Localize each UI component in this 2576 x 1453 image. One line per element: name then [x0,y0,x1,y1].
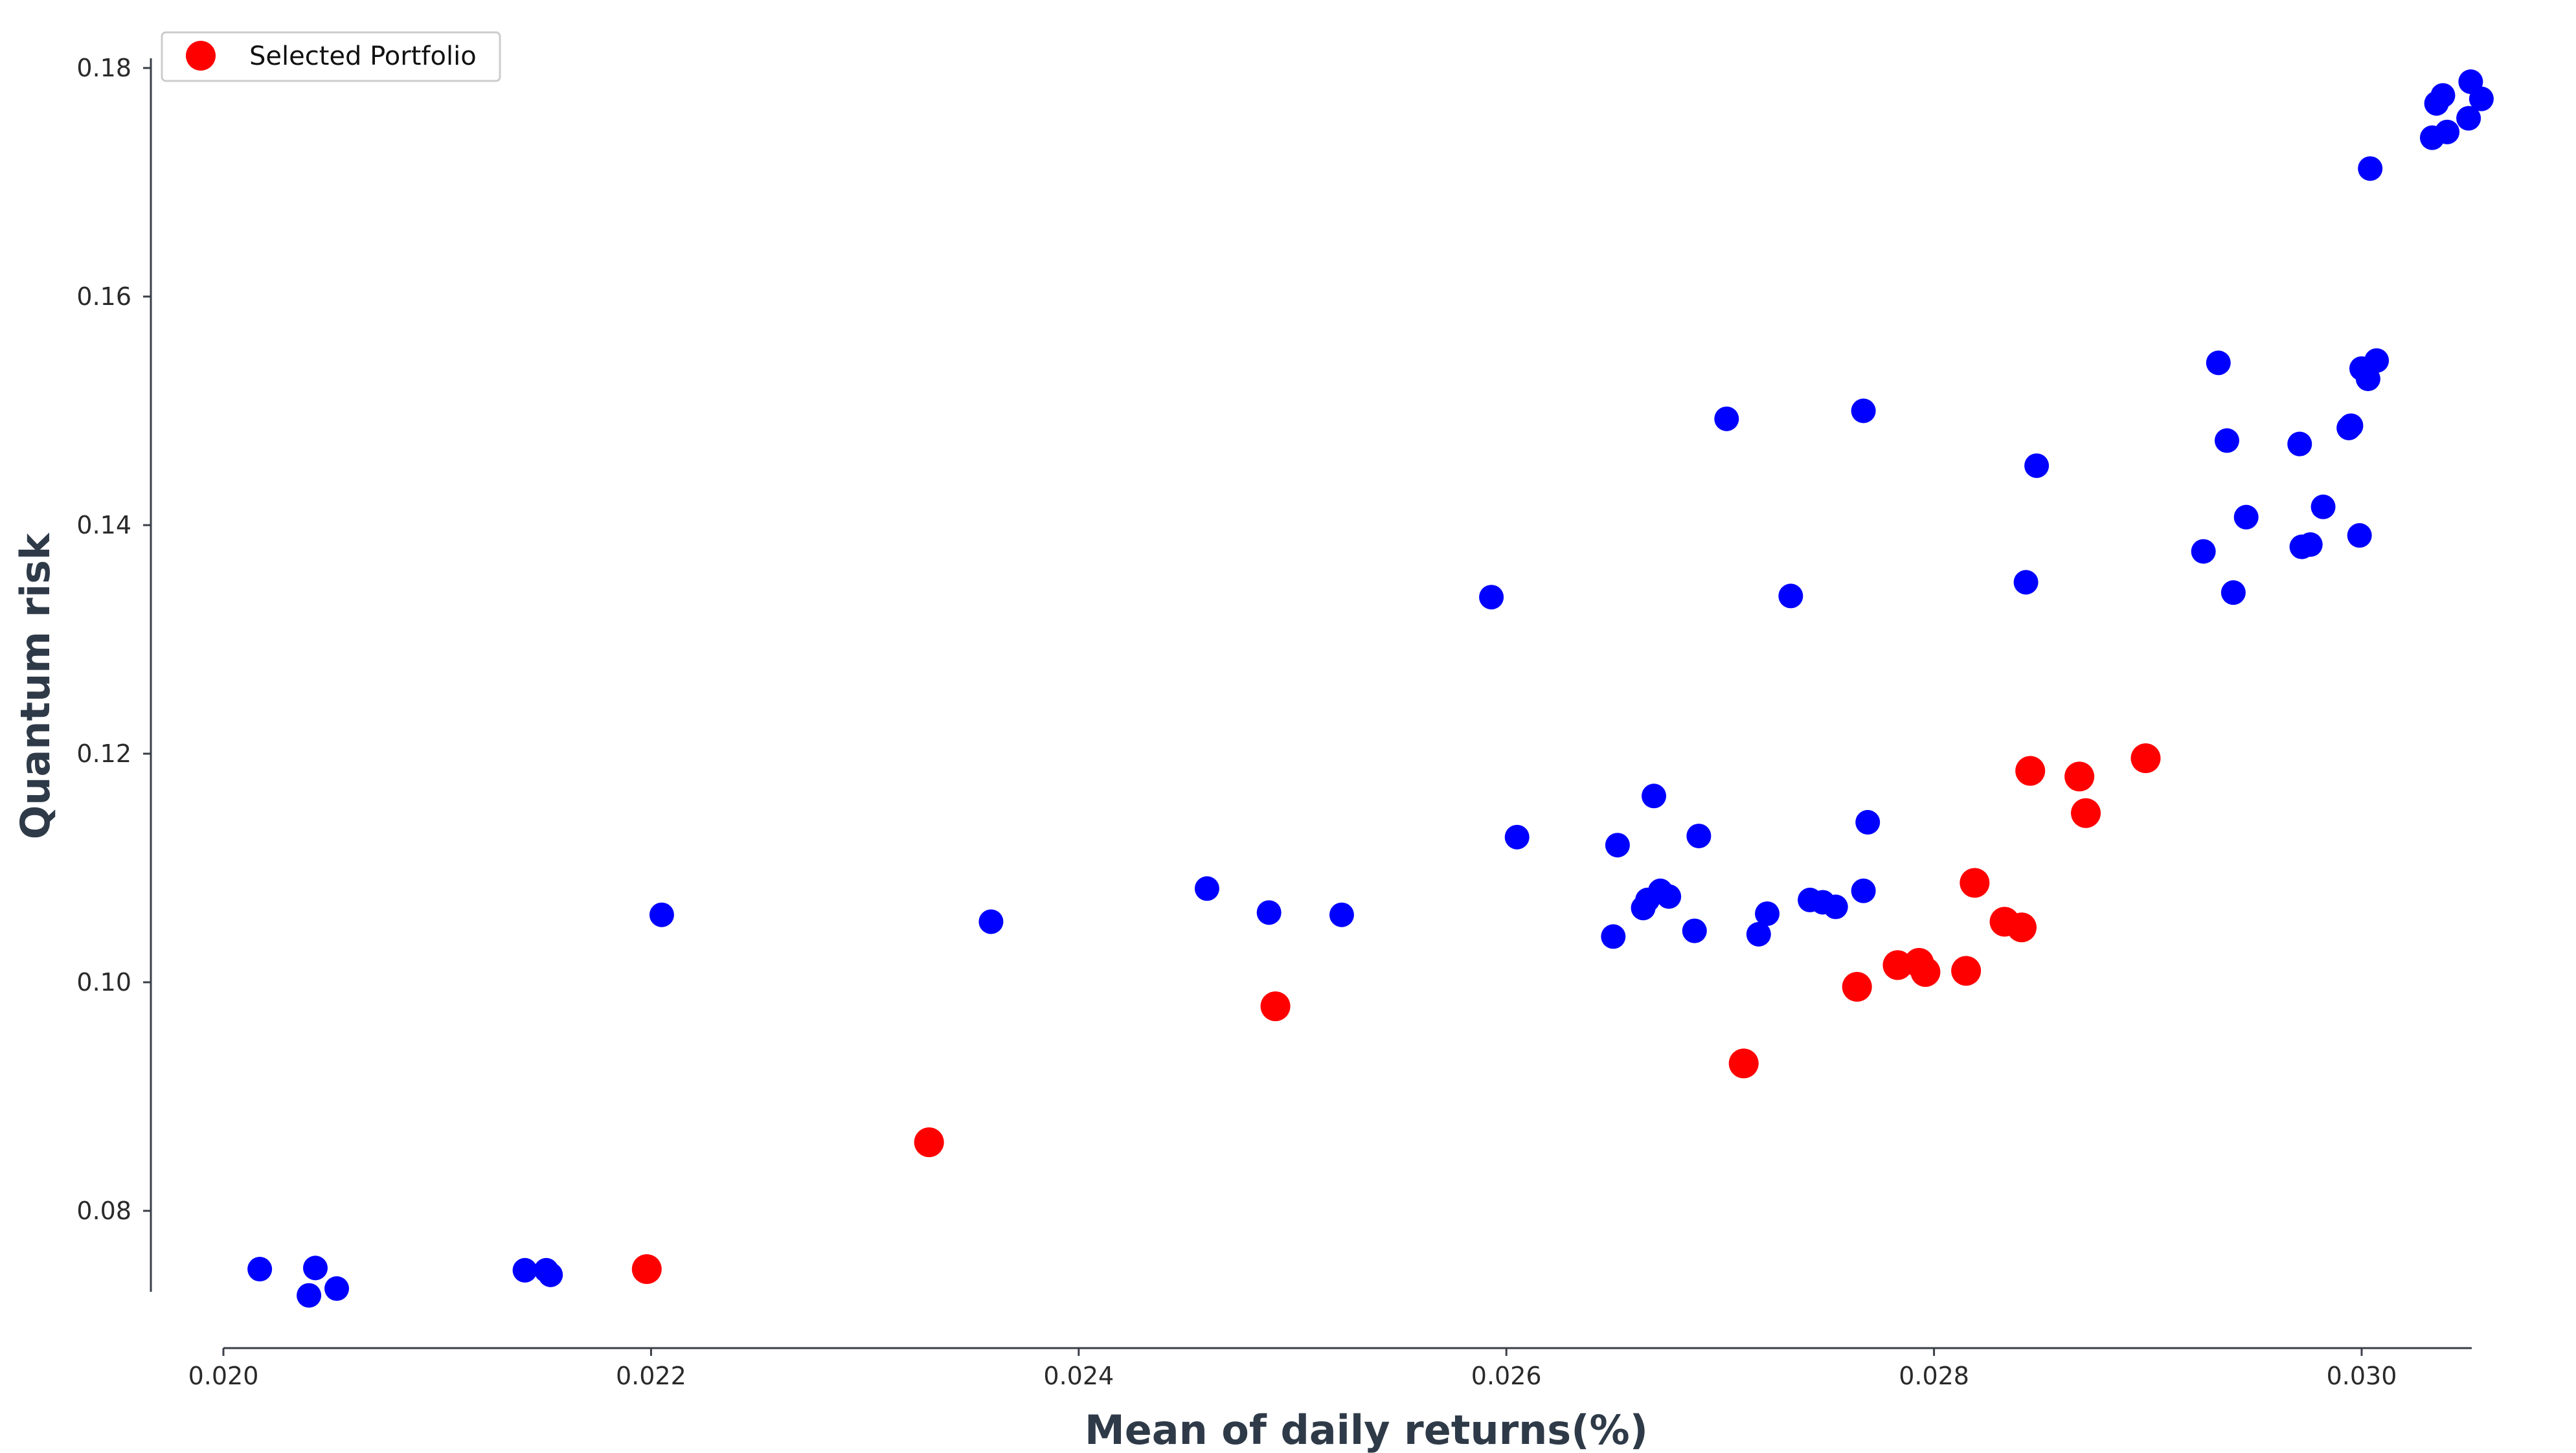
portfolio-point [2364,348,2390,373]
portfolio-point [302,1256,328,1281]
selected-portfolio-point [1910,957,1941,987]
x-tick-label: 0.024 [1043,1362,1114,1390]
portfolio-point [247,1257,273,1282]
portfolio-point [512,1257,537,1283]
portfolio-point [1686,824,1712,849]
portfolio-point [2298,532,2323,558]
selected-portfolio-point [1960,868,1990,898]
selected-portfolio-point [2015,756,2046,786]
portfolio-point [978,909,1004,934]
y-tick-label: 0.18 [76,54,131,82]
y-tick-label: 0.10 [76,968,131,997]
portfolio-point [2456,106,2481,131]
y-axis-ticks: 0.08 0.10 0.12 0.14 0.16 0.18 [76,54,151,1225]
portfolio-point [1855,809,1881,835]
portfolio-point [2287,431,2312,456]
portfolio-point [1778,583,1803,609]
portfolio-point [2358,156,2383,181]
portfolio-point [2233,504,2259,530]
portfolio-point [649,902,674,927]
portfolio-point [1479,585,1504,610]
portfolio-point [1755,901,1780,927]
legend: Selected Portfolio [161,31,501,82]
y-tick-label: 0.14 [76,511,131,539]
portfolio-point [2206,350,2231,376]
y-axis-title: Quantum risk [12,532,59,840]
selected-portfolio-point [914,1127,944,1158]
portfolio-point [538,1262,563,1287]
portfolio-point [1601,924,1626,949]
portfolio-point [2220,580,2246,605]
portfolio-point [1851,398,1876,423]
portfolio-point [2024,453,2050,479]
portfolio-point [1746,921,1771,947]
portfolio-point [2191,539,2216,564]
portfolio-point [1256,900,1282,925]
x-tick-label: 0.028 [1899,1362,1969,1390]
y-tick-label: 0.08 [76,1197,131,1225]
selected-portfolio-point [2064,761,2095,792]
selected-portfolio-point [1842,972,1872,1002]
selected-portfolio-point [1728,1048,1759,1079]
portfolio-point [1194,876,1219,901]
portfolio-point [1329,902,1354,927]
selected-portfolio-point [631,1254,662,1285]
portfolio-point [2214,428,2239,453]
portfolio-point [1605,833,1630,858]
portfolio-point [2435,119,2460,144]
x-axis-title: Mean of daily returns(%) [1085,1406,1648,1453]
portfolio-point [1714,406,1739,431]
selected-portfolio-point [1951,956,1982,986]
portfolio-point [1504,824,1530,850]
portfolio-point [1823,894,1848,919]
portfolio-point [2355,366,2380,392]
selected-portfolio-point [2006,912,2037,943]
x-tick-label: 0.026 [1471,1362,1542,1390]
points-layer [247,69,2494,1308]
portfolio-point [2347,523,2372,548]
portfolio-point [297,1283,322,1308]
x-axis-ticks: 0.020 0.022 0.024 0.026 0.028 0.030 [188,1348,2397,1390]
selected-portfolio-point [1260,991,1291,1022]
portfolio-point [2013,570,2039,595]
x-tick-label: 0.020 [188,1362,259,1390]
portfolio-point [2338,413,2364,438]
portfolio-point [2430,83,2456,108]
selected-portfolio-point [2130,743,2161,774]
x-tick-label: 0.030 [2327,1362,2397,1390]
legend-marker-selected-portfolio [186,41,216,71]
y-tick-label: 0.16 [76,282,131,311]
portfolio-point [1656,884,1682,909]
x-tick-label: 0.022 [616,1362,686,1390]
portfolio-point [2469,86,2494,111]
portfolio-point [1642,783,1667,809]
y-tick-label: 0.12 [76,739,131,768]
legend-box [161,31,501,82]
portfolio-point [1851,878,1876,903]
portfolio-point [2310,494,2336,519]
portfolio-point [324,1276,350,1301]
portfolio-point [1682,918,1707,943]
legend-label-selected-portfolio: Selected Portfolio [249,41,477,71]
selected-portfolio-point [2071,798,2101,828]
